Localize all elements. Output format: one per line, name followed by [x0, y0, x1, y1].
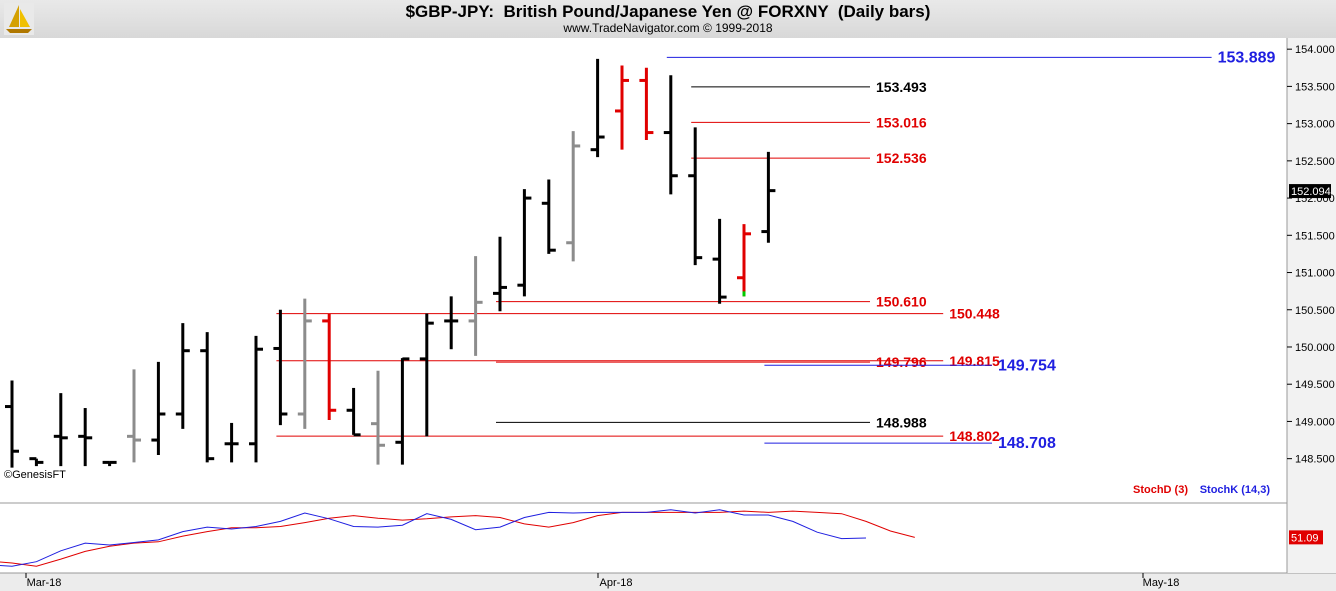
price-tick-label-10: 153.500	[1295, 81, 1335, 93]
level-label-5: 150.448	[949, 306, 1000, 322]
stoch-legend-1: StochK (14,3)	[1200, 484, 1271, 496]
price-tick-label-9: 153.000	[1295, 119, 1335, 131]
level-label-2: 153.016	[876, 114, 927, 130]
stoch-k-line	[0, 509, 867, 567]
watermark: ©GenesisFT	[4, 469, 66, 481]
level-label-8: 149.754	[998, 357, 1056, 374]
price-tick-label-2: 149.500	[1295, 379, 1335, 391]
price-tick-label-3: 150.000	[1295, 342, 1335, 354]
plot-background	[0, 38, 1336, 591]
time-label-1: Apr-18	[599, 577, 632, 589]
chart-subtitle: www.TradeNavigator.com © 1999-2018	[563, 21, 773, 35]
level-label-4: 150.610	[876, 294, 927, 310]
level-label-9: 148.988	[876, 414, 927, 430]
price-tick-label-5: 151.000	[1295, 268, 1335, 280]
stoch-d-line	[0, 510, 915, 567]
time-axis-band	[0, 573, 1336, 591]
level-label-6: 149.815	[949, 353, 1000, 369]
level-label-1: 153.493	[876, 79, 927, 95]
last-price-label: 152.094	[1291, 186, 1331, 198]
time-label-0: Mar-18	[27, 577, 62, 589]
level-label-0: 153.889	[1218, 49, 1276, 66]
price-tick-label-1: 149.000	[1295, 416, 1335, 428]
price-tick-label-8: 152.500	[1295, 156, 1335, 168]
price-tick-label-11: 154.000	[1295, 44, 1335, 56]
price-tick-label-4: 150.500	[1295, 305, 1335, 317]
level-label-7: 149.796	[876, 354, 927, 370]
stoch-last-box	[1289, 530, 1323, 545]
level-label-3: 152.536	[876, 150, 927, 166]
time-label-2: May-18	[1143, 577, 1180, 589]
price-tick-label-6: 151.500	[1295, 230, 1335, 242]
genesis-sailboat-logo-icon	[4, 3, 34, 35]
chart-title: $GBP-JPY: British Pound/Japanese Yen @ F…	[405, 2, 931, 21]
level-label-10: 148.802	[949, 428, 1000, 444]
level-label-11: 148.708	[998, 435, 1056, 452]
price-axis-band	[1287, 38, 1336, 573]
title-bar: $GBP-JPY: British Pound/Japanese Yen @ F…	[0, 0, 1336, 39]
last-price-box	[1289, 184, 1331, 199]
stoch-last-label: 51.09	[1291, 532, 1319, 544]
price-tick-label-0: 148.500	[1295, 454, 1335, 466]
stoch-legend-0: StochD (3)	[1133, 484, 1188, 496]
